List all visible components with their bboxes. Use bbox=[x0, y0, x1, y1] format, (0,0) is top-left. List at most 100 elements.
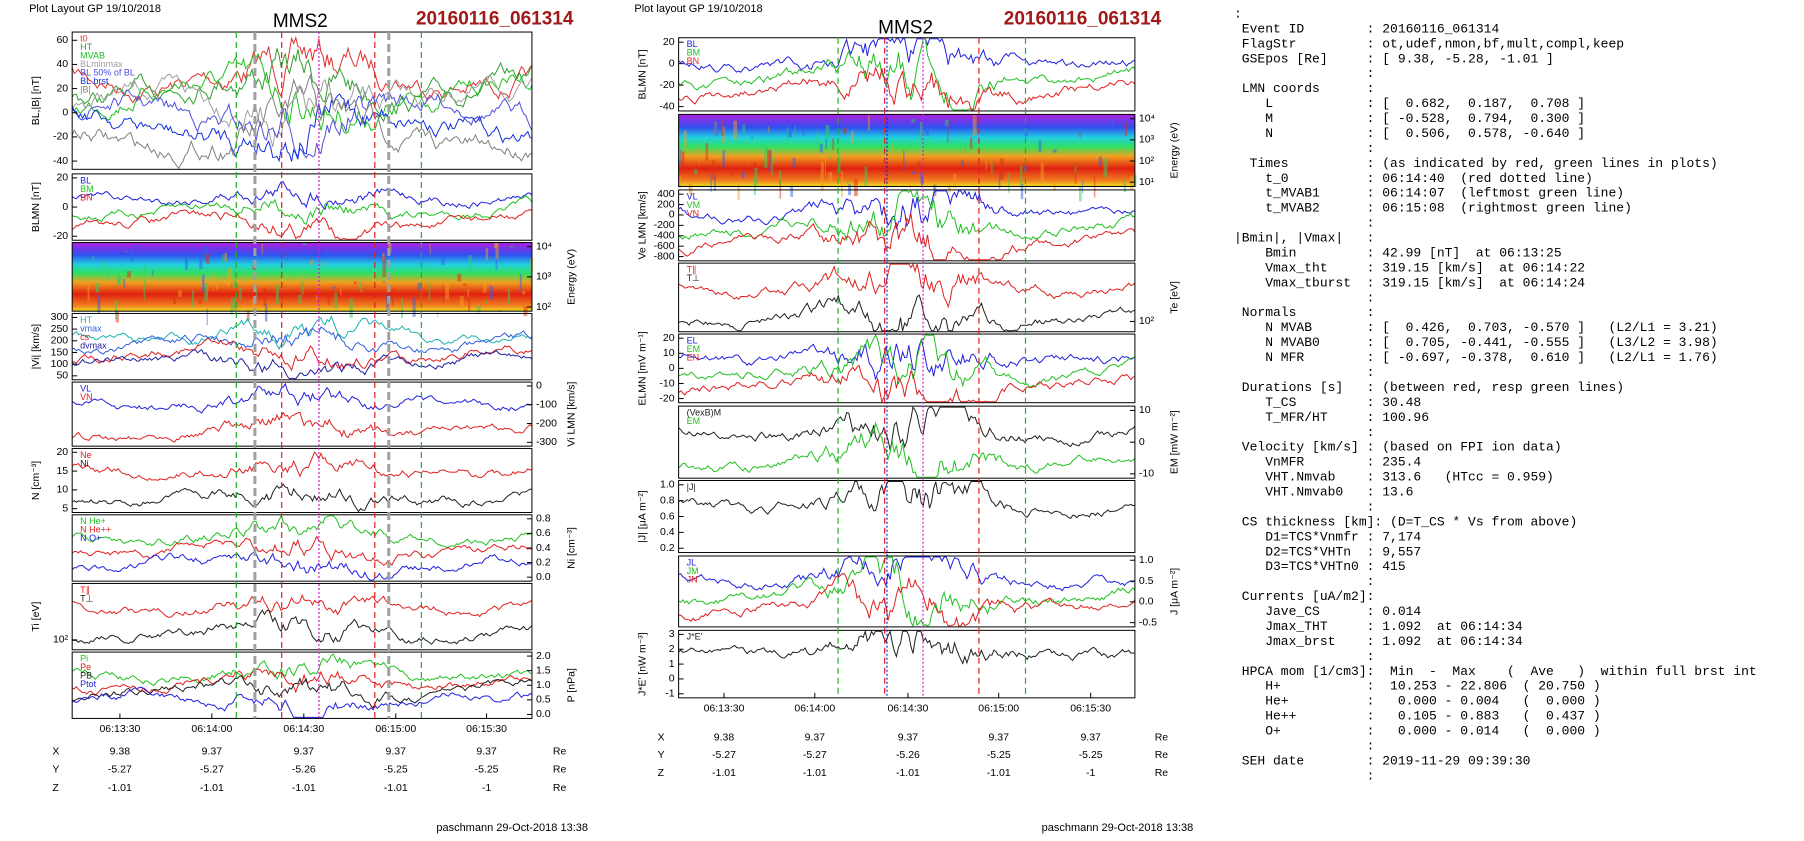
ephemeris-cell: -1.01 bbox=[803, 767, 827, 779]
spectrogram-texture bbox=[315, 295, 318, 301]
x-tick-label: 06:15:00 bbox=[375, 723, 416, 735]
curve bbox=[678, 189, 1135, 230]
panel-frame bbox=[678, 629, 1136, 699]
spectrogram-texture bbox=[230, 297, 233, 315]
y-tick-label: 10² bbox=[1139, 155, 1155, 167]
listing-line: : bbox=[1234, 425, 1374, 440]
y-tick-label: 20 bbox=[56, 172, 68, 184]
spectrogram-texture bbox=[102, 260, 106, 271]
listing-line: LMN coords : bbox=[1234, 81, 1374, 96]
panel-frame bbox=[71, 514, 533, 582]
spectrogram-texture bbox=[944, 119, 949, 126]
panel-frame bbox=[678, 333, 1136, 404]
y-tick-label: 10 bbox=[1139, 404, 1151, 416]
spectrogram-texture bbox=[124, 251, 129, 252]
spectrogram-texture bbox=[302, 243, 307, 246]
legend-entry: J*E' bbox=[687, 632, 703, 642]
spectrogram-texture bbox=[360, 290, 364, 293]
y-tick-label: -200 bbox=[536, 417, 557, 429]
curve bbox=[678, 364, 1136, 404]
listing-line: : bbox=[1234, 141, 1374, 156]
y-tick-label: 200 bbox=[657, 198, 675, 210]
spectrogram-texture bbox=[442, 285, 444, 306]
spectrogram-texture bbox=[130, 248, 134, 262]
legend-entry: T⊥ bbox=[687, 273, 700, 283]
spectrogram-texture bbox=[206, 308, 208, 326]
ephemeris-cell: -5.25 bbox=[1079, 749, 1103, 761]
spectrogram-texture bbox=[919, 122, 923, 141]
spectrogram-texture bbox=[816, 131, 819, 146]
y-tick-label: 0 bbox=[1139, 436, 1145, 448]
listing-line: SEH date : 2019-11-29 09:39:30 bbox=[1234, 753, 1530, 768]
spectrogram-texture bbox=[1110, 119, 1115, 130]
legend-entry: MVAB bbox=[80, 50, 105, 60]
curve bbox=[71, 315, 533, 350]
legend-entry: BM bbox=[80, 184, 94, 194]
footer: paschmann 29-Oct-2018 13:38 bbox=[436, 822, 588, 834]
ephemeris-cell: -1 bbox=[1086, 767, 1095, 779]
y-tick-label: -0.5 bbox=[1139, 616, 1157, 628]
listing-line: t_MVAB1 : 06:14:07 (leftmost green line) bbox=[1234, 186, 1624, 201]
spectrogram-texture bbox=[824, 156, 826, 177]
spectrogram-texture bbox=[476, 305, 481, 313]
y-tick-label: 1.0 bbox=[660, 479, 675, 491]
panel-frame bbox=[678, 555, 1136, 628]
spectrogram-texture bbox=[118, 275, 122, 286]
spectrogram-texture bbox=[340, 287, 342, 296]
spectrogram-texture bbox=[401, 297, 403, 319]
y-tick-label: 20 bbox=[56, 82, 68, 94]
y-tick-label: 0 bbox=[669, 673, 675, 685]
spectrogram-texture bbox=[794, 125, 796, 138]
y-tick-label: 0.5 bbox=[1139, 575, 1154, 587]
panel-frame bbox=[678, 113, 1136, 187]
spectrogram-texture bbox=[754, 167, 758, 187]
spectrogram-texture bbox=[903, 150, 905, 171]
y-tick-label: 15 bbox=[56, 465, 68, 477]
spectrogram-texture bbox=[233, 270, 237, 288]
x-tick-label: 06:14:00 bbox=[794, 703, 835, 715]
spectrogram-texture bbox=[205, 253, 210, 264]
y-tick-label: 10² bbox=[536, 301, 552, 313]
curve bbox=[71, 73, 532, 170]
spectrogram-texture bbox=[961, 160, 964, 167]
spectrogram-texture bbox=[921, 176, 924, 187]
legend-entry: BM bbox=[687, 48, 701, 58]
listing-line: : bbox=[1234, 649, 1374, 664]
plot-title: MMS2 bbox=[273, 11, 328, 32]
spectrogram-texture bbox=[301, 271, 303, 284]
listing-line: CS thickness [km]: (D=T_CS * Vs from abo… bbox=[1234, 514, 1577, 529]
spectrogram-texture bbox=[1040, 162, 1044, 185]
spectrogram-texture bbox=[747, 165, 749, 167]
spectrogram-texture bbox=[678, 175, 681, 189]
spectrogram-texture bbox=[468, 255, 472, 270]
curve bbox=[678, 405, 1136, 451]
spectrogram-texture bbox=[522, 290, 526, 295]
spectrogram-texture bbox=[334, 292, 338, 309]
spectrogram-texture bbox=[864, 166, 868, 187]
y-tick-label: 5 bbox=[62, 502, 68, 514]
curve bbox=[72, 593, 533, 618]
curve bbox=[678, 338, 1136, 380]
listing-line: t_0 : 06:14:40 (red dotted line) bbox=[1234, 171, 1593, 186]
curve bbox=[678, 333, 1135, 388]
plot-title: MMS2 bbox=[878, 18, 933, 39]
spectrogram-texture bbox=[97, 294, 101, 313]
listing-line: Currents [uA/m2]: bbox=[1234, 589, 1374, 604]
spectrogram-texture bbox=[751, 136, 754, 139]
spectrogram-texture bbox=[989, 154, 992, 164]
spectrogram-texture bbox=[203, 245, 208, 261]
spectrogram-texture bbox=[502, 269, 505, 271]
y-tick-label: 0.8 bbox=[660, 494, 675, 506]
legend-entry: Pi bbox=[80, 653, 88, 663]
event-id: 20160116_061314 bbox=[416, 8, 574, 29]
y-tick-label: 0 bbox=[536, 380, 542, 392]
spectrogram-texture bbox=[925, 124, 929, 136]
spectrogram-texture bbox=[507, 289, 511, 305]
y-tick-label: 0 bbox=[62, 107, 68, 119]
y-axis-label: ELMN [mV m⁻¹] bbox=[636, 331, 648, 405]
curve bbox=[71, 93, 533, 163]
spectrogram-texture bbox=[126, 271, 131, 278]
curve bbox=[71, 451, 533, 481]
y-tick-label: 0.6 bbox=[536, 527, 551, 539]
